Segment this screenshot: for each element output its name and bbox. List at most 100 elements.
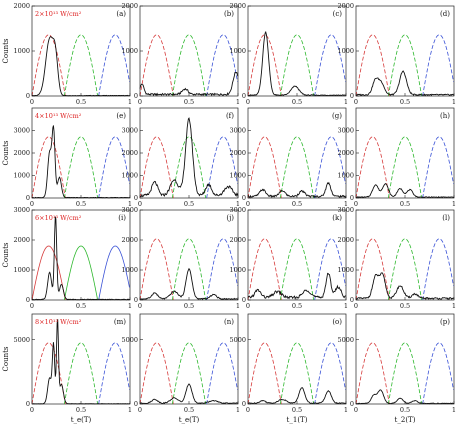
- reference-curve-green: [63, 34, 99, 97]
- panel-frame: [31, 313, 131, 405]
- y-tick-label: 2000: [121, 2, 138, 10]
- counts-curve: [355, 182, 455, 199]
- reference-curve-red: [355, 136, 390, 199]
- y-tick-label: 3000: [229, 127, 246, 135]
- reference-curve-red: [355, 342, 390, 405]
- panel-frame: [139, 209, 239, 301]
- x-tick-label: 0: [30, 302, 34, 310]
- x-tick-label: 0: [246, 200, 250, 208]
- panel-label: (k): [332, 214, 342, 222]
- reference-curve-blue: [314, 34, 346, 97]
- counts-curve: [247, 30, 347, 97]
- y-tick-label: 1000: [13, 47, 30, 55]
- reference-curve-green: [279, 34, 315, 97]
- y-tick-label: 1000: [337, 266, 354, 274]
- reference-curve-red: [139, 238, 174, 301]
- panel-label: (i): [118, 214, 126, 222]
- y-tick-label: 1000: [337, 47, 354, 55]
- reference-curve-green: [63, 136, 99, 199]
- panel-frame: [355, 5, 455, 97]
- panel-frame: [355, 209, 455, 301]
- y-axis-label: Counts: [2, 242, 10, 267]
- x-tick-label: 1: [452, 98, 456, 106]
- panel-frame: [139, 107, 239, 199]
- reference-curve-blue: [314, 136, 346, 199]
- x-tick-label: 0: [30, 98, 34, 106]
- reference-curve-red: [247, 136, 282, 199]
- y-tick-label: 3000: [337, 127, 354, 135]
- x-tick-label: 1: [128, 406, 132, 414]
- panel-label: (n): [224, 318, 234, 326]
- y-tick-label: 5000: [337, 336, 354, 344]
- panel-frame: [139, 5, 239, 97]
- reference-curve-blue: [98, 245, 130, 301]
- panel-frame: [139, 313, 239, 405]
- reference-curve-blue: [206, 34, 238, 97]
- reference-curve-green: [171, 136, 207, 199]
- x-tick-label: 0.5: [292, 406, 302, 414]
- reference-curve-green: [171, 342, 207, 405]
- counts-curve: [355, 272, 455, 301]
- reference-curve-blue: [98, 342, 130, 405]
- y-tick-label: 3000: [13, 206, 30, 214]
- y-tick-label: 0: [350, 296, 354, 304]
- x-tick-label: 0: [30, 406, 34, 414]
- y-tick-label: 1000: [337, 172, 354, 180]
- panel-label: (p): [440, 318, 450, 326]
- x-tick-label: 0.5: [76, 302, 86, 310]
- x-tick-label: 0.5: [76, 98, 86, 106]
- counts-curve: [139, 72, 239, 97]
- x-axis-label: t_e(T): [179, 416, 200, 424]
- panel-frame: [247, 313, 347, 405]
- y-tick-label: 1000: [13, 172, 30, 180]
- intensity-label: 6×10¹³ W/cm²: [35, 214, 82, 222]
- x-tick-label: 0.5: [400, 302, 410, 310]
- reference-curve-blue: [206, 136, 238, 199]
- x-tick-label: 1: [344, 406, 348, 414]
- panel-frame: [355, 107, 455, 199]
- x-tick-label: 1: [128, 302, 132, 310]
- reference-curve-blue: [422, 136, 454, 199]
- y-tick-label: 2000: [121, 236, 138, 244]
- y-tick-label: 2000: [13, 149, 30, 157]
- y-tick-label: 0: [242, 296, 246, 304]
- x-tick-label: 0: [354, 200, 358, 208]
- x-tick-label: 0.5: [292, 200, 302, 208]
- y-tick-label: 1000: [121, 172, 138, 180]
- panel-frame: [247, 107, 347, 199]
- y-tick-label: 0: [26, 296, 30, 304]
- counts-curve: [139, 117, 239, 198]
- x-tick-label: 1: [128, 98, 132, 106]
- reference-curve-red: [31, 136, 66, 199]
- reference-curve-red: [139, 136, 174, 199]
- panel-label: (o): [332, 318, 342, 326]
- reference-curve-green: [387, 34, 423, 97]
- x-tick-label: 0.5: [292, 98, 302, 106]
- x-tick-label: 0: [246, 98, 250, 106]
- reference-curve-blue: [98, 34, 130, 97]
- x-tick-label: 1: [344, 98, 348, 106]
- x-tick-label: 0: [138, 406, 142, 414]
- y-tick-label: 2000: [121, 149, 138, 157]
- reference-curve-red: [31, 34, 66, 97]
- y-tick-label: 2000: [337, 149, 354, 157]
- panel-label: (f): [226, 112, 234, 120]
- y-tick-label: 5000: [13, 336, 30, 344]
- reference-curve-green: [63, 342, 99, 405]
- counts-curve: [31, 216, 131, 301]
- counts-curve: [31, 125, 131, 199]
- x-tick-label: 1: [236, 98, 240, 106]
- intensity-label: 2×10¹³ W/cm²: [35, 10, 82, 18]
- x-tick-label: 0: [138, 302, 142, 310]
- reference-curve-blue: [422, 34, 454, 97]
- y-tick-label: 0: [242, 400, 246, 408]
- x-tick-label: 0.5: [76, 200, 86, 208]
- x-tick-label: 0: [354, 302, 358, 310]
- reference-curve-green: [279, 136, 315, 199]
- y-axis-label: Counts: [2, 346, 10, 371]
- x-tick-label: 1: [236, 406, 240, 414]
- x-tick-label: 0.5: [292, 302, 302, 310]
- y-tick-label: 0: [242, 194, 246, 202]
- y-tick-label: 2000: [229, 149, 246, 157]
- y-tick-label: 1000: [229, 47, 246, 55]
